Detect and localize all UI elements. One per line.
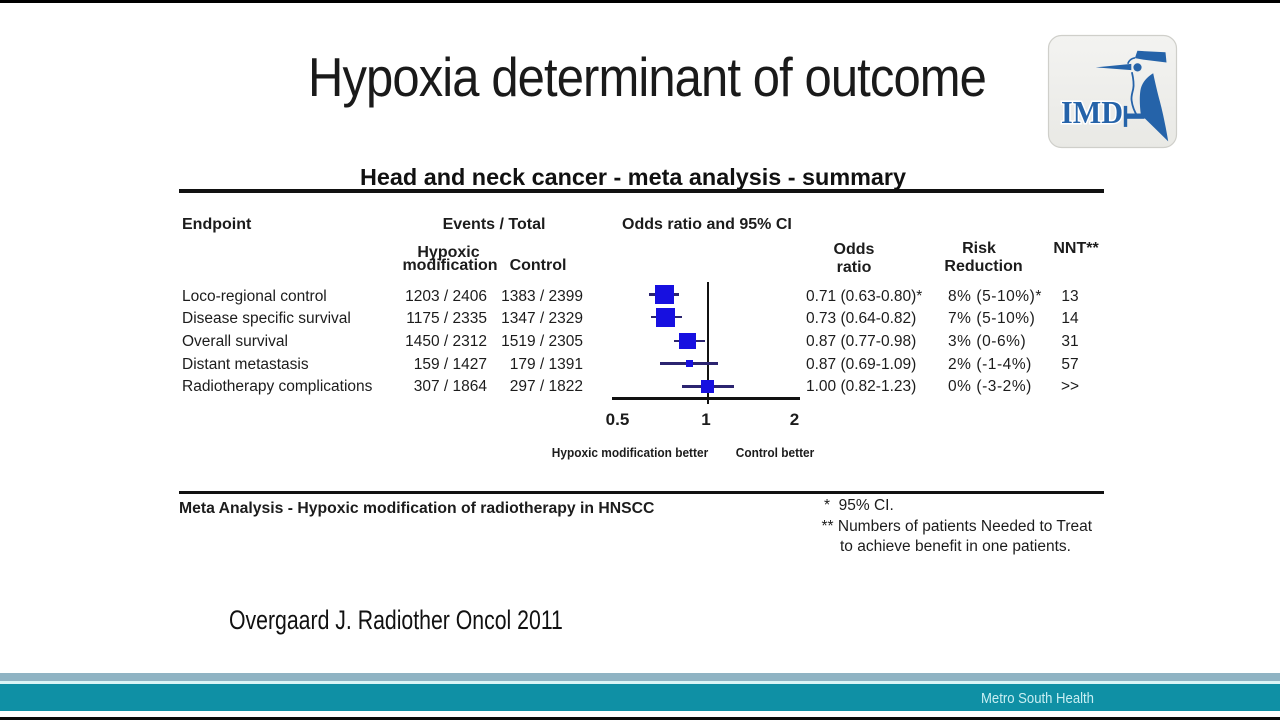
svg-text:IMD: IMD	[1061, 95, 1123, 130]
